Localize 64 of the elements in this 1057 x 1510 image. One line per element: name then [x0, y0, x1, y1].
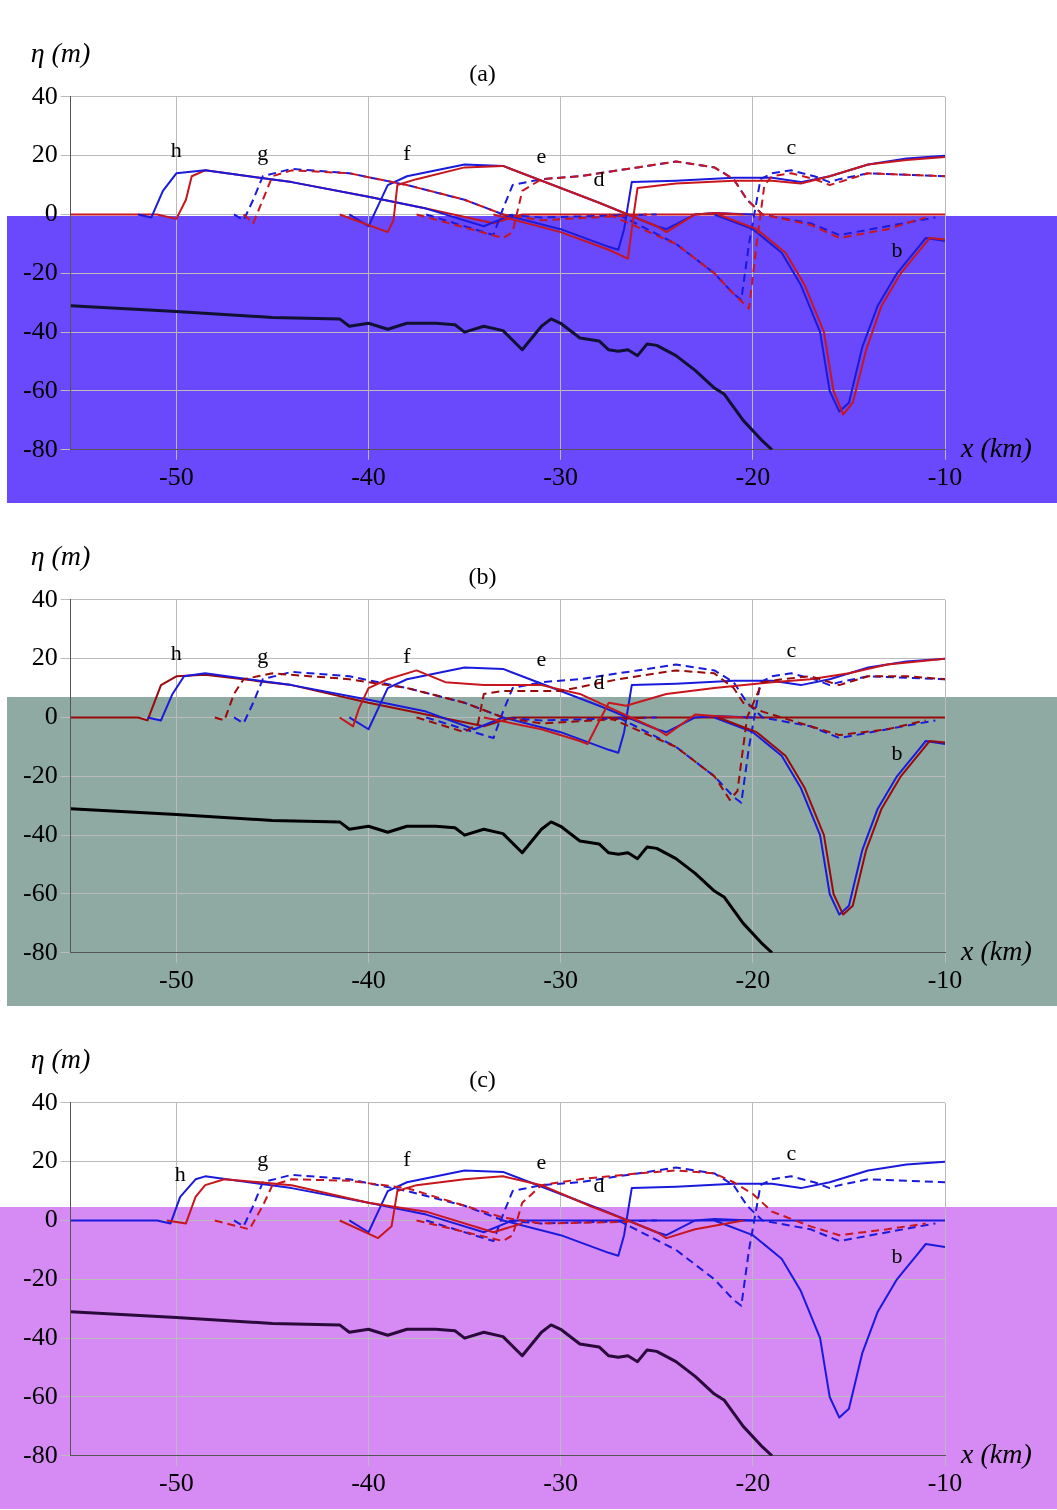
annotation: g	[257, 643, 269, 669]
y-axis-title: η (m)	[30, 1043, 91, 1075]
y-tick-label: -40	[22, 315, 58, 345]
annotation: h	[170, 640, 182, 666]
x-tick-label: -10	[927, 462, 963, 492]
x-tick-label: -30	[543, 462, 579, 492]
y-tick-label: -60	[22, 1380, 58, 1410]
y-tick-label: -60	[22, 877, 58, 907]
x-tick-label: -30	[543, 1468, 579, 1498]
x-tick-label: -10	[927, 965, 963, 995]
chart-title: (a)	[469, 59, 496, 86]
y-tick-label: -20	[22, 1263, 58, 1293]
y-axis-title: η (m)	[30, 540, 91, 572]
y-tick-label: -20	[22, 257, 58, 287]
x-tick-label: -10	[927, 1468, 963, 1498]
y-tick-label: 0	[44, 1204, 58, 1234]
annotation: c	[786, 134, 797, 160]
y-tick-label: 40	[31, 1086, 58, 1116]
annotation: d	[593, 166, 605, 192]
y-tick-label: -40	[22, 1321, 58, 1351]
y-tick-label: 20	[31, 139, 58, 169]
y-tick-label: 20	[31, 642, 58, 672]
x-tick-label: -50	[159, 965, 194, 995]
annotation: c	[786, 1140, 797, 1166]
x-tick-label: -50	[159, 1468, 194, 1498]
x-tick-label: -50	[159, 462, 194, 492]
annotation: f	[403, 140, 412, 166]
annotation: e	[536, 142, 547, 168]
x-axis-title: x (km)	[960, 935, 1032, 967]
y-tick-label: -80	[22, 1439, 58, 1469]
annotation: e	[536, 645, 547, 671]
x-axis-title: x (km)	[960, 432, 1032, 464]
annotation: d	[593, 1172, 605, 1198]
x-axis-title: x (km)	[960, 1438, 1032, 1470]
annotation: g	[257, 140, 269, 166]
y-tick-label: 20	[31, 1145, 58, 1175]
annotation: b	[891, 237, 903, 263]
annotation: b	[891, 1243, 903, 1269]
y-axis-title: η (m)	[30, 37, 91, 69]
y-tick-label: -40	[22, 818, 58, 848]
x-tick-label: -20	[735, 1468, 771, 1498]
x-tick-label: -30	[543, 965, 579, 995]
annotation: e	[536, 1148, 547, 1174]
y-tick-label: 0	[44, 701, 58, 731]
chart-title: (b)	[468, 562, 497, 589]
annotation: c	[786, 637, 797, 663]
y-tick-label: 40	[31, 583, 58, 613]
annotation: h	[174, 1160, 186, 1186]
annotation: f	[403, 643, 412, 669]
annotation: h	[170, 137, 182, 163]
x-tick-label: -20	[735, 965, 771, 995]
annotation: g	[257, 1146, 269, 1172]
y-tick-label: -60	[22, 374, 58, 404]
y-tick-label: -80	[22, 433, 58, 463]
annotation: f	[403, 1146, 412, 1172]
y-tick-label: -20	[22, 760, 58, 790]
y-tick-label: 40	[31, 80, 58, 110]
x-tick-label: -40	[351, 462, 386, 492]
y-tick-label: -80	[22, 936, 58, 966]
chart-title: (c)	[469, 1065, 496, 1092]
annotation: b	[891, 740, 903, 766]
x-tick-label: -20	[735, 462, 771, 492]
x-tick-label: -40	[351, 1468, 386, 1498]
x-tick-label: -40	[351, 965, 386, 995]
